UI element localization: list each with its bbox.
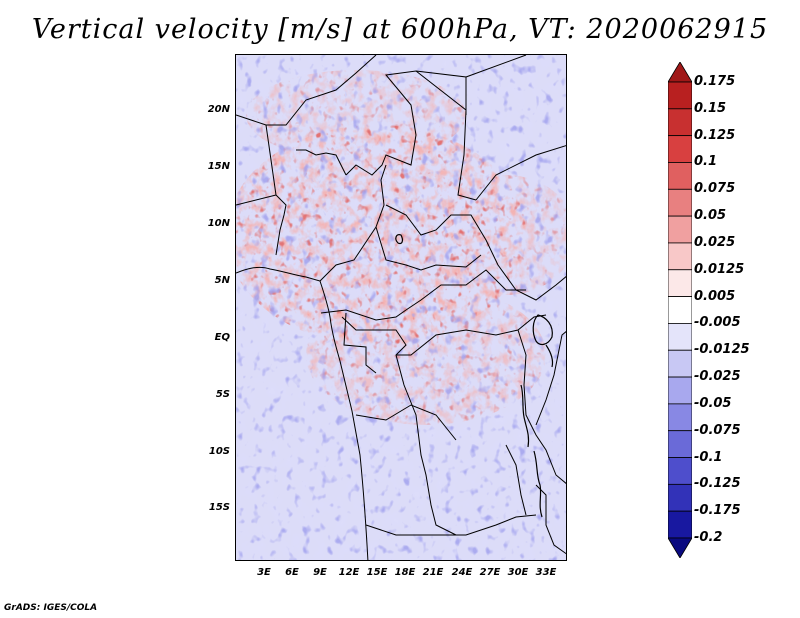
colorbar-level-label: 0.005 xyxy=(694,288,736,304)
page-title: Vertical velocity [m/s] at 600hPa, VT: 2… xyxy=(31,14,769,45)
lon-label-30e: 30E xyxy=(507,567,529,578)
lon-label-21e: 21E xyxy=(422,567,444,578)
lon-label-18e: 18E xyxy=(394,567,416,578)
colorbar-level-label: -0.075 xyxy=(694,422,741,438)
lon-label-15e: 15E xyxy=(366,567,388,578)
colorbar-segment xyxy=(668,349,692,378)
colorbar-segment xyxy=(668,162,692,190)
colorbar-segment xyxy=(668,403,692,432)
lat-label-20n: 20N xyxy=(207,104,230,115)
colorbar-level-label: 0.125 xyxy=(694,127,736,143)
colorbar-segment xyxy=(668,323,692,351)
lon-label-6e: 6E xyxy=(285,567,299,578)
colorbar-level-label: -0.005 xyxy=(694,315,741,331)
colorbar-level-label: -0.025 xyxy=(694,369,741,385)
lat-label-5n: 5N xyxy=(214,275,230,286)
colorbar-segment xyxy=(668,215,692,244)
lon-label-9e: 9E xyxy=(313,567,327,578)
colorbar-level-label: 0.1 xyxy=(694,154,718,170)
lat-label-5s: 5S xyxy=(215,389,230,400)
colorbar-segment xyxy=(668,135,692,163)
colorbar-segment xyxy=(668,483,692,512)
lat-label-10s: 10S xyxy=(208,446,230,457)
lat-label-eq: EQ xyxy=(214,332,230,343)
colorbar-level-label: -0.0125 xyxy=(694,342,750,358)
colorbar-level-label: 0.075 xyxy=(694,181,736,197)
colorbar-level-label: 0.175 xyxy=(694,74,736,89)
colorbar-segment xyxy=(668,296,692,324)
colorbar-level-label: -0.2 xyxy=(694,530,723,545)
colorbar-segment xyxy=(668,457,692,485)
colorbar-segment xyxy=(668,269,692,297)
colorbar-segment xyxy=(668,81,692,110)
colorbar-bottom-triangle xyxy=(668,537,692,558)
lat-label-15n: 15N xyxy=(207,161,230,172)
colorbar-segment xyxy=(668,188,692,217)
lat-label-10n: 10N xyxy=(207,218,230,229)
colorbar-level-label: -0.175 xyxy=(694,503,741,519)
colorbar-segment xyxy=(668,242,692,271)
colorbar-level-label: -0.125 xyxy=(694,476,741,492)
lon-label-3e: 3E xyxy=(257,567,271,578)
colorbar-level-label: 0.15 xyxy=(694,100,727,116)
lon-label-12e: 12E xyxy=(338,567,360,578)
credit-label: GrADS: IGES/COLA xyxy=(4,603,98,613)
colorbar-top-triangle xyxy=(668,62,692,83)
lon-label-27e: 27E xyxy=(479,567,501,578)
colorbar-level-label: 0.0125 xyxy=(694,261,745,277)
colorbar-level-label: -0.1 xyxy=(694,449,723,465)
colorbar-segment xyxy=(668,430,692,458)
colorbar-segment xyxy=(668,510,692,539)
colorbar-segment xyxy=(668,108,692,137)
lat-label-15s: 15S xyxy=(208,502,230,513)
colorbar-level-label: -0.05 xyxy=(694,395,732,411)
colorbar-segment xyxy=(668,376,692,405)
colorbar-level-label: 0.025 xyxy=(694,234,736,250)
lon-label-24e: 24E xyxy=(451,567,473,578)
colorbar xyxy=(668,62,692,558)
lon-label-33e: 33E xyxy=(535,567,557,578)
map-panel xyxy=(235,54,567,561)
colorbar-level-label: 0.05 xyxy=(694,208,727,224)
